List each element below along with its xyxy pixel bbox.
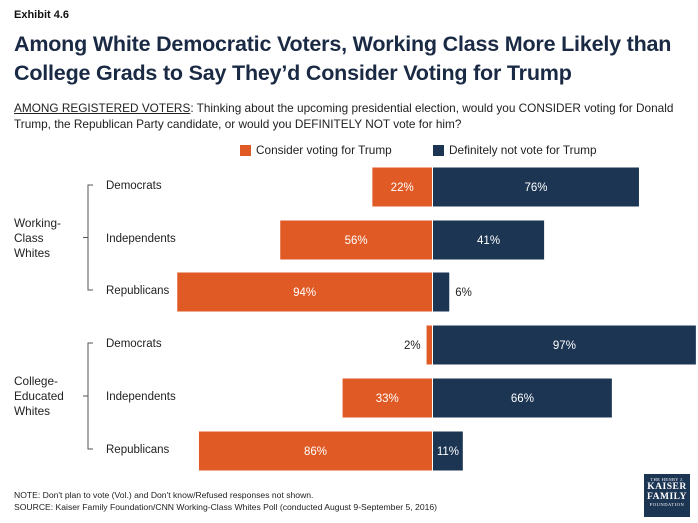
data-label-consider: 86% <box>304 446 327 458</box>
category-label: Independents <box>106 233 176 245</box>
bar-definitely-not <box>433 325 696 365</box>
data-label-consider: 2% <box>404 340 421 352</box>
bar-definitely-not <box>433 378 612 418</box>
legend-definitely-not: Definitely not vote for Trump <box>433 143 597 157</box>
bar-consider <box>372 167 432 207</box>
logo-line2a: KAISER <box>647 482 687 492</box>
data-label-definitely-not: 6% <box>455 287 472 299</box>
data-label-consider: 94% <box>293 287 316 299</box>
data-label-definitely-not: 76% <box>524 182 547 194</box>
category-label: Democrats <box>106 180 162 192</box>
bar-consider <box>426 325 432 365</box>
group-label-line: Working- <box>14 216 61 230</box>
subtitle-question: : Thinking about the upcoming presidenti… <box>14 101 674 131</box>
legend-swatch-consider <box>240 144 251 156</box>
data-label-definitely-not: 97% <box>553 340 576 352</box>
data-label-definitely-not: 41% <box>477 235 500 247</box>
chart-subtitle: AMONG REGISTERED VOTERS: Thinking about … <box>14 100 686 132</box>
data-label-consider: 33% <box>376 393 399 405</box>
data-label-definitely-not: 11% <box>437 446 459 458</box>
subtitle-lead: AMONG REGISTERED VOTERS <box>14 101 191 115</box>
data-label-definitely-not: 66% <box>511 393 534 405</box>
legend-consider: Consider voting for Trump <box>240 143 392 157</box>
data-label-consider: 22% <box>391 182 414 194</box>
bar-definitely-not <box>433 167 639 207</box>
bar-definitely-not <box>433 431 463 471</box>
group-label-line: Whites <box>14 246 51 260</box>
logo-line3: FOUNDATION <box>649 502 685 507</box>
logo-line1: THE HENRY J. <box>650 477 684 482</box>
exhibit-label: Exhibit 4.6 <box>14 9 70 21</box>
group-label-college-educated: College- Educated Whites <box>14 374 64 419</box>
bar-definitely-not <box>433 272 450 312</box>
bar-definitely-not <box>433 220 545 260</box>
group-label-line: Whites <box>14 404 51 418</box>
category-label: Republicans <box>106 444 170 456</box>
group-label-line: College- <box>14 374 58 388</box>
group-label-working-class: Working- Class Whites <box>14 216 61 261</box>
legend-label-definitely-not: Definitely not vote for Trump <box>449 143 597 157</box>
data-label-consider: 56% <box>345 235 368 247</box>
group-bracket <box>87 184 93 291</box>
category-label: Republicans <box>106 285 170 297</box>
kff-logo: THE HENRY J. KAISER FAMILY FOUNDATION <box>644 474 690 517</box>
bar-consider <box>342 378 432 418</box>
legend-label-consider: Consider voting for Trump <box>256 143 392 157</box>
chart-title: Among White Democratic Voters, Working C… <box>14 32 672 85</box>
source-text: SOURCE: Kaiser Family Foundation/CNN Wor… <box>14 502 438 512</box>
category-label: Democrats <box>106 338 162 350</box>
category-label: Independents <box>106 391 176 403</box>
logo-line2b: FAMILY <box>647 492 687 502</box>
bar-consider <box>177 272 432 312</box>
group-label-line: Class <box>14 231 44 245</box>
bar-consider <box>280 220 432 260</box>
group-bracket <box>87 342 93 450</box>
group-label-line: Educated <box>14 389 64 403</box>
note-text: NOTE: Don't plan to vote (Vol.) and Don'… <box>14 490 314 500</box>
bar-consider <box>198 431 432 471</box>
chart-footnote: NOTE: Don't plan to vote (Vol.) and Don'… <box>14 489 437 513</box>
legend-swatch-definitely-not <box>433 144 444 156</box>
